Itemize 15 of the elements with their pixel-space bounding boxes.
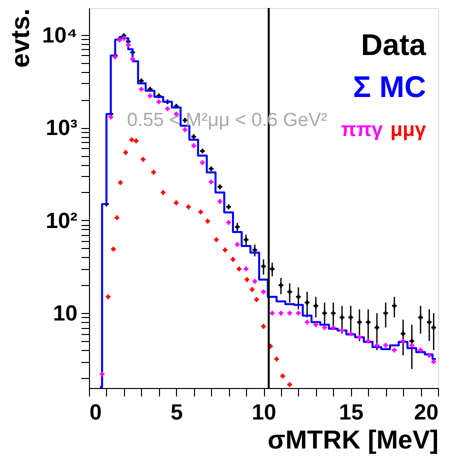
y-tick-label: 10⁴ (42, 22, 78, 48)
text: μμγ (390, 119, 427, 141)
x-tick-label: 0 (90, 400, 102, 424)
text: Σ MC (353, 71, 426, 104)
text: Data (360, 29, 426, 62)
x-tick-label: 20 (414, 400, 438, 424)
y-axis-title: evts. (5, 8, 36, 68)
x-axis-title: σMTRK [MeV] (268, 424, 438, 454)
y-tick-label: 10 (53, 300, 78, 326)
y-tick-label: 10³ (46, 115, 78, 140)
text: ππγ (341, 119, 384, 141)
x-tick-label: 5 (170, 400, 183, 424)
x-tick-label: 10 (252, 400, 276, 424)
y-tick-label: 10² (46, 208, 78, 233)
x-tick-label: 15 (339, 400, 364, 424)
